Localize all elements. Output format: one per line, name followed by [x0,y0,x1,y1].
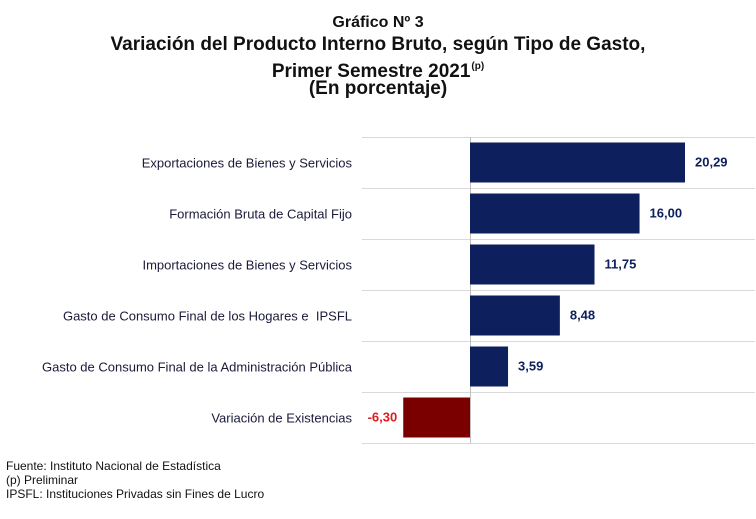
category-label: Importaciones de Bienes y Servicios [142,258,352,273]
chart-subtitle-text: Primer Semestre 2021 [271,61,471,82]
category-label: Exportaciones de Bienes y Servicios [142,156,353,171]
source-note: Fuente: Instituto Nacional de Estadístic… [6,459,221,473]
bar [470,295,560,336]
chart-unit: (En porcentaje) [308,78,448,99]
chart-title: Variación del Producto Interno Bruto, se… [110,34,646,55]
category-label: Gasto de Consumo Final de la Administrac… [42,360,353,375]
bar [470,346,509,387]
data-label: 16,00 [650,206,683,221]
chart-subtitle: Primer Semestre 2021(p) [0,56,756,83]
preliminary-mark: (p) [471,61,485,72]
category-label: Formación Bruta de Capital Fijo [169,207,352,222]
bar [470,244,595,285]
data-label: -6,30 [368,410,398,425]
category-label: Gasto de Consumo Final de los Hogares e … [63,309,352,324]
chart-kicker: Gráfico Nº 3 [332,14,424,31]
data-label: 8,48 [570,308,595,323]
data-label: 11,75 [605,257,637,272]
preliminary-note: (p) Preliminar [6,473,79,487]
data-label: 20,29 [695,155,728,170]
bar [470,142,685,183]
category-label: Variación de Existencias [211,411,352,426]
bar [403,397,470,438]
data-label: 3,59 [518,359,543,374]
bar [470,193,640,234]
ipsfl-note: IPSFL: Instituciones Privadas sin Fines … [6,487,265,501]
